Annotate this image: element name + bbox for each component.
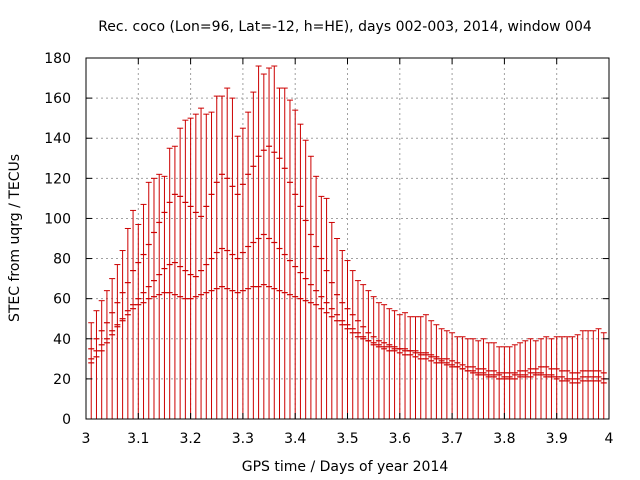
x-tick-label: 3.9 — [546, 431, 568, 447]
x-tick-label: 3.5 — [336, 431, 358, 447]
x-tick-label: 3 — [82, 431, 91, 447]
x-tick-label: 3.4 — [284, 431, 306, 447]
x-tick-label: 4 — [605, 431, 614, 447]
y-tick-labels: 0 20 40 60 80 100 120 140 160 180 — [44, 51, 71, 428]
y-tick-label: 60 — [53, 292, 71, 308]
y-tick-label: 120 — [44, 171, 71, 187]
y-tick-label: 180 — [44, 51, 71, 67]
x-tick-label: 3.7 — [441, 431, 463, 447]
data-markers — [88, 145, 607, 384]
x-tick-label: 3.2 — [179, 431, 201, 447]
x-tick-label: 3.1 — [127, 431, 149, 447]
axis-ticks — [85, 57, 610, 420]
x-tick-label: 3.6 — [389, 431, 411, 447]
y-tick-label: 40 — [53, 332, 71, 348]
y-tick-label: 20 — [53, 372, 71, 388]
x-tick-label: 3.8 — [493, 431, 515, 447]
y-tick-label: 80 — [53, 252, 71, 268]
error-bars — [88, 65, 607, 419]
chart-title: Rec. coco (Lon=96, Lat=-12, h=HE), days … — [98, 19, 592, 35]
y-tick-label: 140 — [44, 131, 71, 147]
y-tick-label: 0 — [62, 412, 71, 428]
y-tick-label: 100 — [44, 211, 71, 227]
x-axis-label: GPS time / Days of year 2014 — [242, 459, 449, 475]
y-axis-label: STEC from uqrg / TECUs — [7, 154, 23, 322]
x-tick-labels: 3 3.1 3.2 3.3 3.4 3.5 3.6 3.7 3.8 3.9 4 — [82, 431, 614, 447]
y-tick-label: 160 — [44, 91, 71, 107]
x-tick-label: 3.3 — [232, 431, 254, 447]
